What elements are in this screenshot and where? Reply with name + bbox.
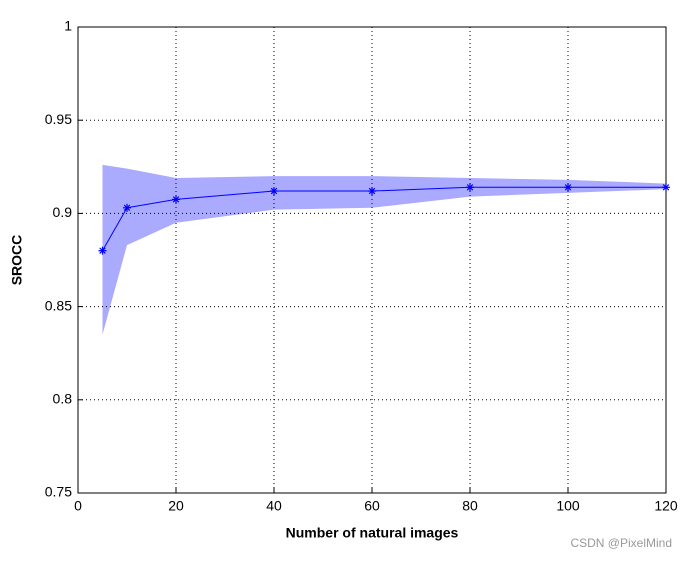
marker-stroke xyxy=(662,184,670,191)
line xyxy=(102,186,666,251)
y-tick-label: 1 xyxy=(64,18,72,34)
marker-stroke xyxy=(123,204,131,212)
marker-stroke xyxy=(466,184,474,191)
y-tick-label: 0.95 xyxy=(45,111,72,127)
x-tick-label: 60 xyxy=(364,498,380,514)
plot-frame xyxy=(77,26,667,494)
x-tick-label: 100 xyxy=(556,498,580,514)
x-axis-label: Number of natural images xyxy=(286,525,459,541)
marker xyxy=(270,187,278,196)
x-tick-label: 80 xyxy=(462,498,478,514)
watermark: CSDN @PixelMind xyxy=(570,536,672,550)
marker-stroke xyxy=(368,187,376,195)
marker-stroke xyxy=(99,247,106,254)
marker xyxy=(564,183,572,192)
confidence-band xyxy=(102,164,666,335)
marker-stroke xyxy=(172,196,180,203)
marker xyxy=(123,203,131,212)
x-tick-label: 120 xyxy=(654,498,678,514)
y-axis-label: SROCC xyxy=(9,235,25,286)
x-tick-label: 20 xyxy=(168,498,184,514)
y-tick-label: 0.75 xyxy=(45,484,72,500)
marker xyxy=(98,246,107,255)
marker-stroke xyxy=(270,187,278,195)
marker xyxy=(466,183,474,192)
y-tick-label: 0.85 xyxy=(45,297,72,313)
x-tick-label: 0 xyxy=(74,498,82,514)
y-tick-label: 0.9 xyxy=(53,204,73,220)
y-tick-label: 0.8 xyxy=(53,391,73,407)
x-tick-label: 40 xyxy=(266,498,282,514)
marker xyxy=(368,187,376,196)
marker xyxy=(172,195,180,204)
marker xyxy=(662,183,670,192)
marker-stroke xyxy=(564,184,572,191)
